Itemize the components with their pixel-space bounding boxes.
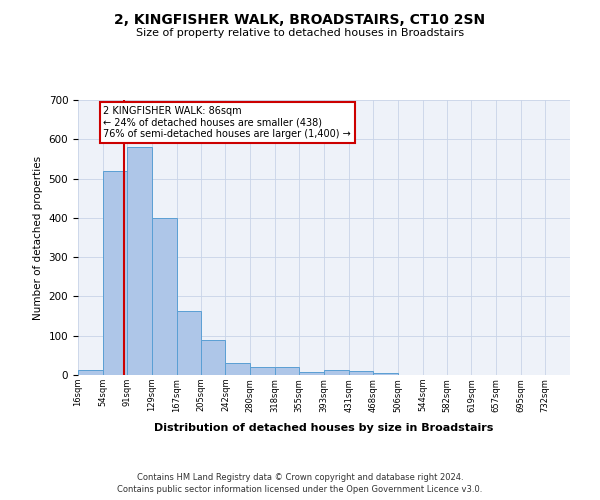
Bar [152,218,176,375]
Bar [324,370,349,375]
Bar [373,373,398,375]
Y-axis label: Number of detached properties: Number of detached properties [33,156,43,320]
Bar [349,370,373,375]
Bar [250,367,275,375]
Bar [202,340,226,375]
Text: 2, KINGFISHER WALK, BROADSTAIRS, CT10 2SN: 2, KINGFISHER WALK, BROADSTAIRS, CT10 2S… [115,12,485,26]
Text: Size of property relative to detached houses in Broadstairs: Size of property relative to detached ho… [136,28,464,38]
Bar [176,311,202,375]
Bar [127,147,152,375]
Bar [78,370,103,375]
Text: Contains public sector information licensed under the Open Government Licence v3: Contains public sector information licen… [118,485,482,494]
Bar [226,363,250,375]
Bar [275,367,299,375]
X-axis label: Distribution of detached houses by size in Broadstairs: Distribution of detached houses by size … [154,423,494,433]
Bar [103,170,127,375]
Bar [299,372,324,375]
Text: 2 KINGFISHER WALK: 86sqm
← 24% of detached houses are smaller (438)
76% of semi-: 2 KINGFISHER WALK: 86sqm ← 24% of detach… [103,106,351,139]
Text: Contains HM Land Registry data © Crown copyright and database right 2024.: Contains HM Land Registry data © Crown c… [137,472,463,482]
